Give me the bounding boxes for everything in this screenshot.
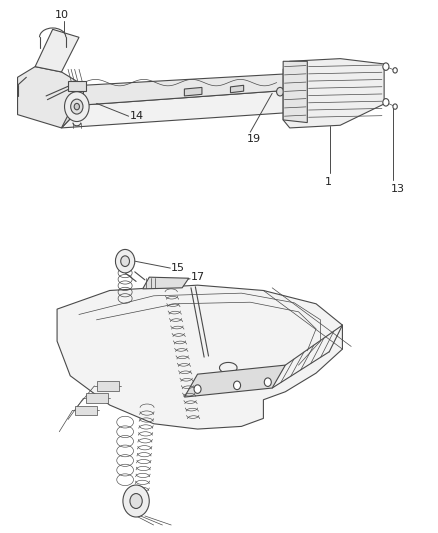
Polygon shape xyxy=(35,29,79,72)
Circle shape xyxy=(74,103,79,110)
Circle shape xyxy=(115,249,134,273)
Circle shape xyxy=(130,494,142,508)
Circle shape xyxy=(71,99,83,114)
Text: 17: 17 xyxy=(191,272,205,282)
Polygon shape xyxy=(184,365,285,397)
Circle shape xyxy=(382,63,388,70)
Polygon shape xyxy=(142,277,188,289)
Circle shape xyxy=(392,68,396,73)
Text: 19: 19 xyxy=(247,134,261,144)
Circle shape xyxy=(123,485,149,517)
Text: 15: 15 xyxy=(171,263,185,273)
Polygon shape xyxy=(61,85,83,128)
Text: 14: 14 xyxy=(129,111,143,121)
Polygon shape xyxy=(18,67,83,128)
Polygon shape xyxy=(283,59,383,128)
Circle shape xyxy=(264,378,271,386)
FancyBboxPatch shape xyxy=(74,406,96,415)
Polygon shape xyxy=(61,88,320,128)
Text: 13: 13 xyxy=(390,184,404,194)
Text: 10: 10 xyxy=(55,10,69,20)
Polygon shape xyxy=(230,85,243,93)
Polygon shape xyxy=(283,61,307,123)
Circle shape xyxy=(233,381,240,390)
Circle shape xyxy=(276,87,283,96)
Circle shape xyxy=(64,92,89,122)
Circle shape xyxy=(194,385,201,393)
FancyBboxPatch shape xyxy=(68,81,86,91)
Polygon shape xyxy=(184,87,201,96)
FancyBboxPatch shape xyxy=(85,393,107,403)
FancyBboxPatch shape xyxy=(96,381,118,391)
Circle shape xyxy=(120,256,129,266)
Circle shape xyxy=(392,104,396,109)
Polygon shape xyxy=(83,72,320,105)
Text: 1: 1 xyxy=(324,177,331,187)
Circle shape xyxy=(382,99,388,106)
Polygon shape xyxy=(57,285,342,429)
